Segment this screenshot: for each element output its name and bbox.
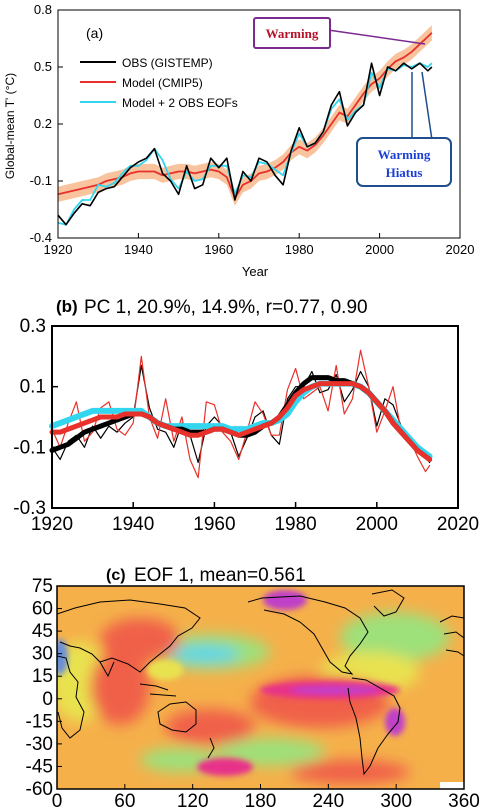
panel-a-legend: OBS (GISTEMP) Model (CMIP5) Model + 2 OB… bbox=[80, 56, 238, 110]
series-line-model_smooth bbox=[49, 381, 433, 462]
model-uncertainty-band bbox=[58, 25, 432, 206]
y-tick-label: 60 bbox=[32, 599, 53, 620]
panel-a-chart: 1920 1940 1960 1980 2000 2020 -0.4 -0.1 0.2 0.5 0.… bbox=[3, 2, 475, 279]
coast-nz bbox=[207, 737, 215, 759]
x-tick-label: 2000 bbox=[356, 514, 398, 535]
heatmap-region-indian-red bbox=[90, 649, 150, 725]
y-tick-label: -0.1 bbox=[13, 437, 46, 458]
hiatus-callout-text-2: Hiatus bbox=[386, 165, 423, 180]
x-tick-label: 60 bbox=[114, 791, 135, 808]
hiatus-callout-text-1: Warming bbox=[378, 147, 431, 162]
model-uncertainty-band-area bbox=[58, 25, 432, 206]
warming-callout: Warming bbox=[253, 17, 426, 49]
legend-label-model: Model (CMIP5) bbox=[122, 76, 203, 90]
panel-b-series-lines bbox=[49, 349, 433, 479]
heatmap-region-westpac-yellow bbox=[147, 660, 183, 680]
y-tick-label: 0.1 bbox=[20, 377, 46, 398]
y-tick-label: -0.3 bbox=[13, 498, 46, 519]
x-tick-label: 300 bbox=[380, 791, 412, 808]
coast-south-america bbox=[347, 677, 401, 776]
heatmap-region-spac-green bbox=[215, 738, 325, 766]
y-tick-label: 0.2 bbox=[34, 116, 52, 131]
y-tick-label: -15 bbox=[26, 711, 53, 732]
heatmap-region-npac-cyan bbox=[170, 645, 240, 663]
x-tick-label: 2000 bbox=[365, 242, 394, 257]
x-tick-label: 1960 bbox=[204, 242, 233, 257]
coast-eurasia bbox=[57, 599, 201, 673]
heatmap-missing-data bbox=[440, 782, 464, 789]
y-tick-label: -45 bbox=[26, 756, 53, 777]
x-tick-label: 1940 bbox=[124, 242, 153, 257]
legend-label-obs: OBS (GISTEMP) bbox=[122, 56, 213, 70]
heatmap-region-eq-magenta bbox=[290, 686, 380, 694]
heatmap-region-arctic-magenta bbox=[263, 590, 307, 610]
x-tick-label: 120 bbox=[177, 791, 209, 808]
coast-australia bbox=[157, 701, 197, 733]
coast-north-america bbox=[247, 595, 369, 675]
panel-c-ticks: 0 60 120 180 240 300 36075604530150-15-30-45-6… bbox=[26, 576, 480, 808]
panel-a-xlabel: Year bbox=[242, 264, 269, 279]
panel-b-title: PC 1, 20.9%, 14.9%, r=0.77, 0.90 bbox=[84, 297, 368, 318]
heatmap-region-natl-green bbox=[340, 612, 450, 662]
y-tick-label: -0.1 bbox=[30, 173, 52, 188]
y-tick-label: 30 bbox=[32, 644, 53, 665]
coast-indonesia bbox=[139, 683, 177, 697]
coast-europe-west bbox=[439, 615, 464, 657]
coast-india bbox=[99, 661, 115, 678]
series-line-obs bbox=[57, 62, 433, 226]
hiatus-callout-box bbox=[356, 137, 452, 187]
panel-b-label: (b) bbox=[56, 297, 78, 316]
eof-heatmap bbox=[57, 586, 464, 789]
panel-c-title: EOF 1, mean=0.561 bbox=[134, 565, 306, 586]
x-tick-label: 2020 bbox=[446, 242, 475, 257]
warming-callout-text: Warming bbox=[266, 26, 319, 41]
x-tick-label: 360 bbox=[448, 791, 480, 808]
panel-b-frame bbox=[51, 325, 459, 509]
y-tick-label: 0.3 bbox=[20, 316, 46, 337]
y-tick-label: 45 bbox=[32, 621, 53, 642]
y-tick-label: 75 bbox=[32, 576, 53, 597]
heatmap-region-asia-red bbox=[100, 618, 180, 662]
coastlines bbox=[57, 589, 464, 776]
series-line-model bbox=[57, 32, 433, 200]
x-tick-label: 1940 bbox=[112, 514, 154, 535]
hiatus-callout-pointer-2 bbox=[421, 71, 433, 141]
coast-greenland bbox=[371, 589, 405, 617]
x-tick-label: 1920 bbox=[31, 514, 73, 535]
panel-c-chart: (c) EOF 1, mean=0.561 bbox=[26, 565, 480, 808]
legend-label-eofs: Model + 2 OBS EOFs bbox=[122, 96, 238, 110]
warming-callout-box bbox=[253, 17, 331, 49]
x-tick-label: 1960 bbox=[193, 514, 235, 535]
y-tick-label: -60 bbox=[26, 779, 53, 800]
x-tick-label: 1920 bbox=[44, 242, 73, 257]
heatmap-region-tasman-pink bbox=[197, 758, 253, 776]
coast-africa bbox=[57, 655, 85, 739]
x-tick-label: 240 bbox=[312, 791, 344, 808]
heatmap-region-austr-red bbox=[165, 709, 255, 745]
y-tick-label: 0.8 bbox=[34, 2, 52, 17]
panel-a-ticks: 1920 1940 1960 1980 2000 2020 -0.4 -0.1 0.2 0.5 0.… bbox=[30, 2, 475, 257]
panel-a-label: (a) bbox=[86, 25, 103, 41]
heatmap-region-samer-magenta bbox=[385, 708, 405, 736]
panel-b-ticks: 1920 1940 1960 1980 2000 2020 0.3 0.1 -0.1 -0.3 bbox=[13, 316, 479, 535]
panel-b-chart: (b) PC 1, 20.9%, 14.9%, r=0.77, 0.90 192… bbox=[13, 297, 479, 535]
x-tick-label: 2020 bbox=[437, 514, 479, 535]
x-tick-label: 1980 bbox=[274, 514, 316, 535]
panel-a-ylabel: Global-mean T' (°C) bbox=[3, 73, 17, 179]
warming-callout-pointer bbox=[327, 29, 426, 45]
y-tick-label: -0.4 bbox=[30, 230, 52, 245]
y-tick-label: 0.5 bbox=[34, 59, 52, 74]
y-tick-label: 0 bbox=[42, 689, 53, 710]
y-tick-label: -30 bbox=[26, 734, 53, 755]
x-tick-label: 180 bbox=[245, 791, 277, 808]
hiatus-callout: Warming Hiatus bbox=[356, 71, 452, 187]
panel-a-series-lines bbox=[57, 32, 433, 226]
x-tick-label: 0 bbox=[52, 791, 63, 808]
y-tick-label: 15 bbox=[32, 666, 53, 687]
panel-c-label: (c) bbox=[106, 567, 126, 584]
heatmap-region-south-red bbox=[290, 760, 410, 784]
x-tick-label: 1980 bbox=[285, 242, 314, 257]
series-line-model_raw bbox=[51, 349, 431, 479]
